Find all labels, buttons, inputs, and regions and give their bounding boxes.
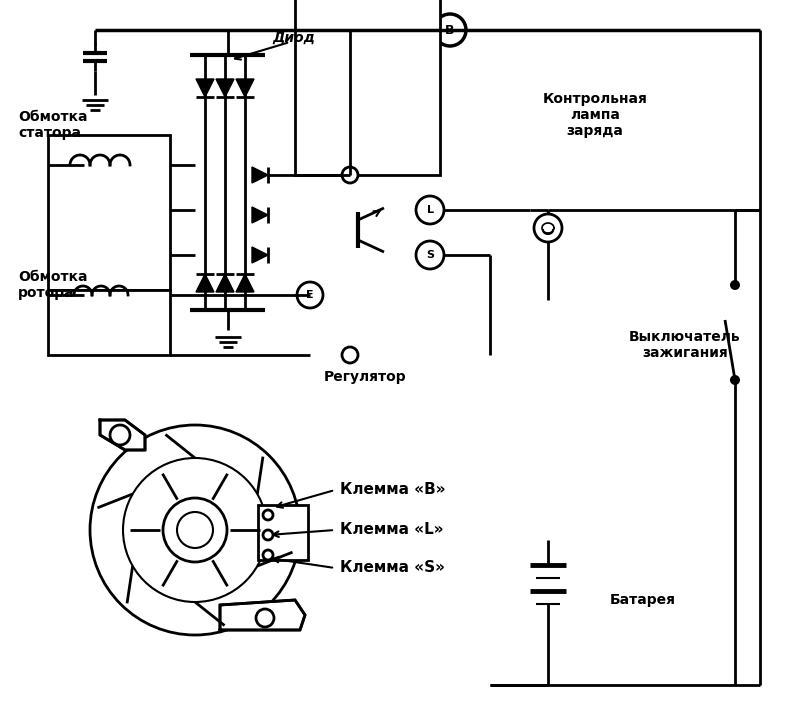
Circle shape (342, 167, 358, 183)
Text: S: S (426, 250, 434, 260)
Text: Регулятор: Регулятор (324, 370, 406, 384)
Text: Клемма «S»: Клемма «S» (340, 561, 445, 575)
Circle shape (342, 347, 358, 363)
Bar (48, 135, 170, 290)
Text: E: E (306, 290, 314, 300)
Circle shape (90, 425, 300, 635)
Bar (258, 505, 308, 560)
Polygon shape (252, 207, 268, 223)
Text: Клемма «B»: Клемма «B» (340, 482, 446, 498)
Polygon shape (236, 79, 254, 97)
Polygon shape (196, 79, 214, 97)
Bar (48, 290, 170, 355)
Text: B: B (446, 24, 454, 37)
Circle shape (263, 510, 273, 520)
Circle shape (177, 512, 213, 548)
Bar (295, 0, 440, 175)
Polygon shape (216, 274, 234, 292)
Circle shape (416, 196, 444, 224)
Text: Батарея: Батарея (610, 593, 676, 607)
Text: Диод: Диод (272, 31, 315, 45)
Circle shape (434, 14, 466, 46)
Text: Обмотка
ротора: Обмотка ротора (18, 270, 87, 300)
Circle shape (263, 550, 273, 560)
Circle shape (416, 241, 444, 269)
Polygon shape (216, 79, 234, 97)
Circle shape (163, 498, 227, 562)
Text: Выключатель
зажигания: Выключатель зажигания (629, 330, 741, 360)
Text: Контрольная
лампа
заряда: Контрольная лампа заряда (542, 92, 647, 138)
Text: Клемма «L»: Клемма «L» (340, 523, 443, 538)
Polygon shape (252, 247, 268, 263)
Polygon shape (100, 420, 145, 450)
Polygon shape (252, 167, 268, 183)
Circle shape (730, 280, 740, 290)
Circle shape (534, 214, 562, 242)
Circle shape (256, 609, 274, 627)
Circle shape (263, 530, 273, 540)
Circle shape (110, 425, 130, 445)
Polygon shape (196, 274, 214, 292)
Circle shape (123, 458, 267, 602)
Circle shape (730, 375, 740, 385)
Polygon shape (220, 600, 305, 630)
Polygon shape (236, 274, 254, 292)
Circle shape (297, 282, 323, 308)
Text: Обмотка
статора: Обмотка статора (18, 110, 87, 140)
Text: L: L (426, 205, 434, 215)
